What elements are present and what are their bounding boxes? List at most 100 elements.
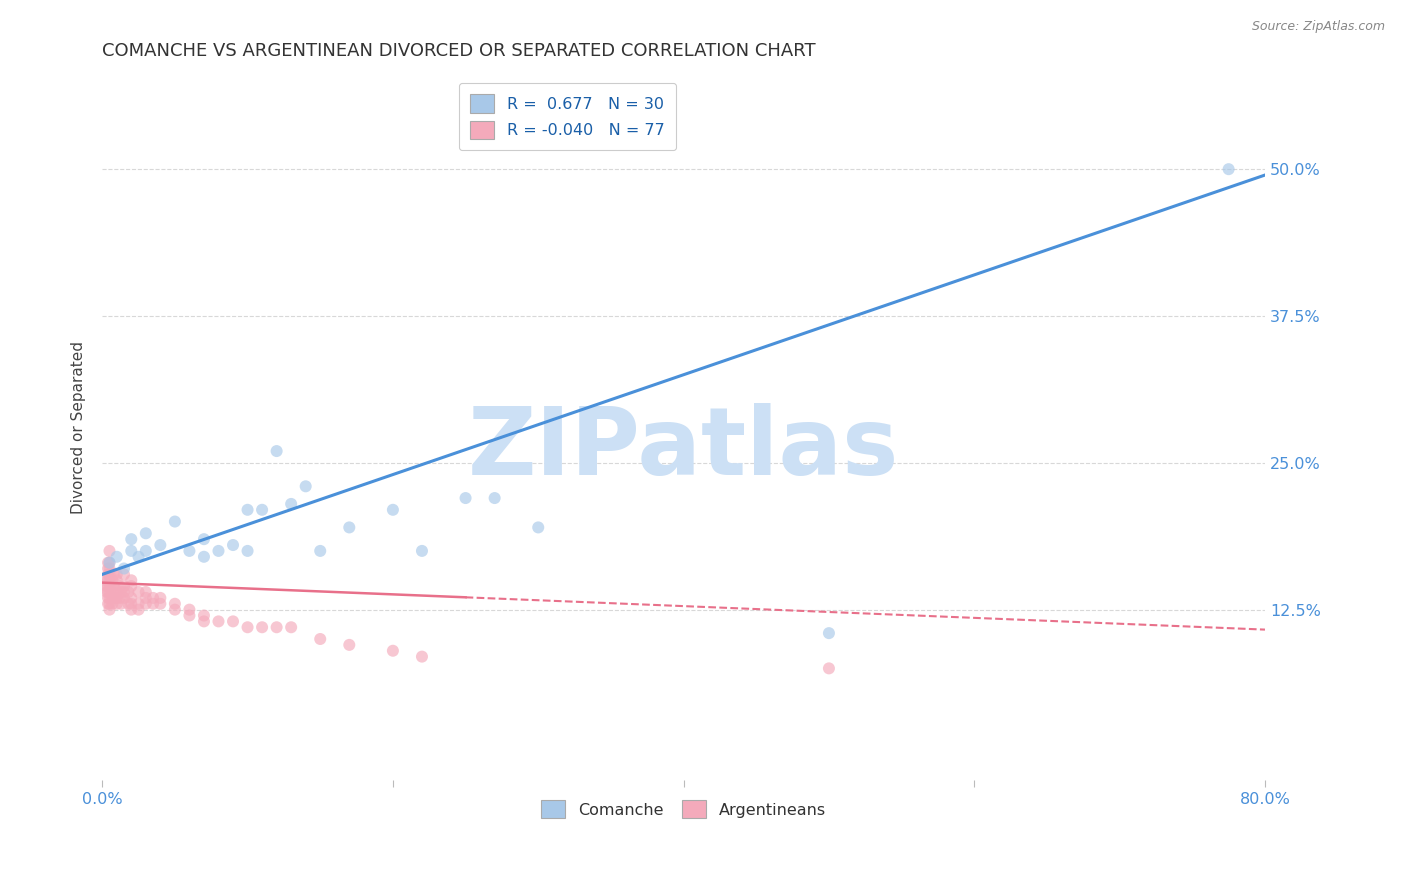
Point: [179, 608, 201, 623]
Point: [250, 503, 273, 517]
Point: [128, 602, 150, 616]
Point: [193, 532, 215, 546]
Point: [337, 520, 360, 534]
Point: [120, 602, 142, 616]
Point: [818, 661, 841, 675]
Point: [120, 544, 142, 558]
Point: [98, 556, 121, 570]
Point: [97, 561, 120, 575]
Point: [117, 585, 139, 599]
Point: [411, 649, 433, 664]
Point: [193, 608, 215, 623]
Point: [120, 579, 142, 593]
Point: [337, 638, 360, 652]
Point: [193, 549, 215, 564]
Point: [294, 479, 316, 493]
Point: [149, 597, 172, 611]
Point: [103, 591, 125, 605]
Point: [112, 567, 135, 582]
Point: [135, 585, 157, 599]
Point: [163, 597, 186, 611]
Text: Source: ZipAtlas.com: Source: ZipAtlas.com: [1251, 20, 1385, 33]
Point: [250, 620, 273, 634]
Point: [97, 556, 120, 570]
Point: [142, 597, 165, 611]
Point: [128, 597, 150, 611]
Point: [112, 585, 135, 599]
Point: [454, 491, 477, 505]
Point: [149, 591, 172, 605]
Y-axis label: Divorced or Separated: Divorced or Separated: [72, 341, 86, 514]
Point: [97, 585, 120, 599]
Point: [103, 579, 125, 593]
Point: [97, 591, 120, 605]
Point: [105, 591, 128, 605]
Point: [98, 556, 121, 570]
Point: [98, 579, 121, 593]
Point: [135, 591, 157, 605]
Point: [381, 503, 404, 517]
Point: [98, 591, 121, 605]
Point: [135, 526, 157, 541]
Point: [98, 597, 121, 611]
Point: [98, 567, 121, 582]
Point: [266, 444, 288, 458]
Point: [96, 574, 118, 588]
Point: [105, 585, 128, 599]
Point: [120, 597, 142, 611]
Text: ZIPatlas: ZIPatlas: [468, 402, 900, 495]
Point: [96, 585, 118, 599]
Point: [527, 520, 550, 534]
Point: [108, 591, 131, 605]
Point: [163, 602, 186, 616]
Point: [112, 579, 135, 593]
Point: [105, 597, 128, 611]
Point: [128, 549, 150, 564]
Point: [98, 544, 121, 558]
Point: [101, 574, 124, 588]
Point: [381, 644, 404, 658]
Point: [163, 515, 186, 529]
Point: [97, 567, 120, 582]
Point: [179, 602, 201, 616]
Point: [236, 544, 259, 558]
Point: [484, 491, 506, 505]
Point: [117, 597, 139, 611]
Point: [110, 597, 132, 611]
Point: [236, 503, 259, 517]
Text: COMANCHE VS ARGENTINEAN DIVORCED OR SEPARATED CORRELATION CHART: COMANCHE VS ARGENTINEAN DIVORCED OR SEPA…: [103, 42, 815, 60]
Point: [135, 544, 157, 558]
Point: [120, 574, 142, 588]
Point: [120, 591, 142, 605]
Point: [112, 591, 135, 605]
Point: [266, 620, 288, 634]
Point: [98, 561, 121, 575]
Point: [1218, 162, 1240, 177]
Point: [222, 615, 245, 629]
Point: [207, 544, 229, 558]
Point: [179, 544, 201, 558]
Point: [280, 497, 302, 511]
Point: [142, 591, 165, 605]
Point: [98, 585, 121, 599]
Point: [309, 544, 332, 558]
Point: [222, 538, 245, 552]
Point: [103, 567, 125, 582]
Point: [280, 620, 302, 634]
Point: [97, 597, 120, 611]
Legend: Comanche, Argentineans: Comanche, Argentineans: [534, 794, 832, 825]
Point: [101, 597, 124, 611]
Point: [236, 620, 259, 634]
Point: [108, 579, 131, 593]
Point: [98, 574, 121, 588]
Point: [110, 585, 132, 599]
Point: [101, 585, 124, 599]
Point: [98, 602, 121, 616]
Point: [193, 615, 215, 629]
Point: [207, 615, 229, 629]
Point: [309, 632, 332, 646]
Point: [97, 574, 120, 588]
Point: [135, 597, 157, 611]
Point: [128, 585, 150, 599]
Point: [112, 561, 135, 575]
